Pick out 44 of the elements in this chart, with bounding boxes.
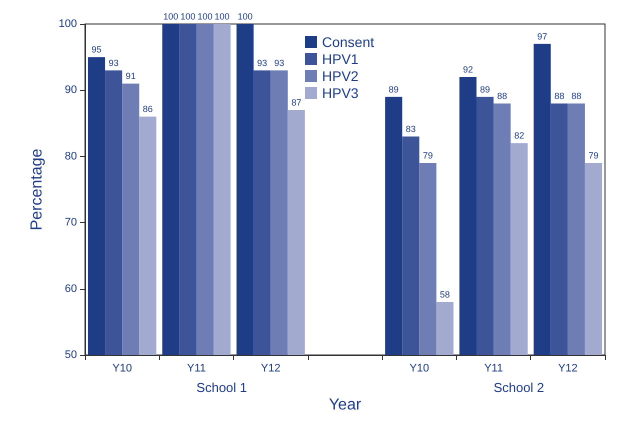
text: School 2 — [494, 380, 544, 395]
legend-label: HPV2 — [322, 68, 359, 84]
data-label: 93 — [108, 58, 119, 68]
data-label: 79 — [588, 150, 598, 161]
data-label: 100 — [163, 12, 178, 22]
x-axis-title: Year — [328, 396, 362, 414]
data-label: 93 — [274, 58, 284, 68]
y-axis-title: Percentage — [28, 148, 46, 230]
y-tick-label: 90 — [64, 84, 77, 96]
x-tick-label: Y11 — [187, 362, 206, 374]
data-label: 93 — [257, 58, 268, 68]
legend-label: Consent — [322, 34, 374, 50]
data-label: 95 — [92, 44, 102, 55]
data-label: 89 — [480, 84, 490, 94]
data-label: 87 — [291, 98, 302, 108]
x-tick-label: Y11 — [484, 362, 503, 374]
data-label: 88 — [497, 90, 508, 101]
data-label: 100 — [197, 12, 212, 22]
data-label: 89 — [388, 84, 399, 94]
legend-label: HPV1 — [322, 51, 359, 67]
data-label: 100 — [180, 12, 196, 22]
y-tick-label: 50 — [64, 349, 77, 361]
data-label: 58 — [440, 290, 450, 300]
text: School 1 — [196, 380, 248, 395]
data-label: 82 — [514, 130, 524, 141]
x-tick-label: Y10 — [409, 362, 430, 374]
data-label: 100 — [238, 12, 253, 22]
data-label: 83 — [406, 124, 416, 134]
y-tick-label: 100 — [58, 18, 77, 30]
data-label: 92 — [462, 64, 473, 74]
y-tick-label: 70 — [64, 216, 77, 229]
data-label: 100 — [214, 12, 230, 22]
data-label: 86 — [142, 104, 153, 114]
data-label: 88 — [554, 90, 564, 101]
y-tick-label: 60 — [64, 282, 77, 295]
x-tick-label: Y12 — [558, 362, 578, 374]
data-label: 88 — [571, 90, 582, 101]
y-tick-label: 80 — [64, 150, 77, 162]
data-label: 97 — [537, 31, 548, 42]
data-label: 79 — [422, 150, 433, 161]
x-tick-label: Y10 — [112, 362, 132, 374]
legend-label: HPV3 — [322, 85, 359, 101]
x-tick-label: Y12 — [260, 362, 281, 374]
data-label: 91 — [126, 71, 136, 82]
